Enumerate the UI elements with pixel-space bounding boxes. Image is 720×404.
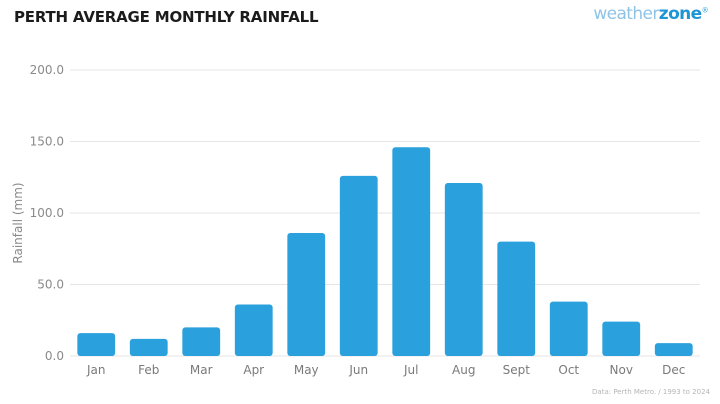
x-tick-label: Dec [662, 363, 685, 377]
y-tick-label: 0.0 [45, 349, 64, 363]
y-tick-label: 150.0 [30, 135, 64, 149]
y-tick-label: 100.0 [30, 206, 64, 220]
x-tick-label: Jun [348, 363, 368, 377]
logo-text-light: weather [593, 4, 659, 24]
x-tick-label: May [294, 363, 319, 377]
y-tick-labels: 0.0 50.0 100.0 150.0 200.0 [30, 63, 64, 363]
bar-dec [654, 343, 693, 356]
bar-apr [234, 304, 273, 356]
bar-aug [444, 182, 483, 356]
bar-jan [77, 333, 116, 356]
x-tick-label: Mar [190, 363, 213, 377]
y-tick-label: 50.0 [37, 278, 64, 292]
x-tick-label: Aug [452, 363, 475, 377]
logo-text-bold: zone [658, 4, 702, 24]
chart-title: PERTH AVERAGE MONTHLY RAINFALL [14, 8, 319, 26]
bar-may [287, 233, 326, 356]
bar-jul [392, 147, 431, 356]
x-tick-labels: Jan Feb Mar Apr May Jun Jul Aug Sept Oct Nov Dec [86, 363, 685, 377]
x-tick-label: Jul [403, 363, 418, 377]
bar-mar [182, 327, 221, 356]
y-tick-label: 200.0 [30, 63, 64, 77]
bar-jun [339, 175, 378, 356]
x-tick-label: Nov [610, 363, 633, 377]
x-tick-label: Jan [86, 363, 106, 377]
weatherzone-logo: weatherzone® [593, 4, 708, 24]
grid-layer [70, 69, 700, 357]
x-tick-label: Oct [558, 363, 579, 377]
logo-registered-mark: ® [701, 6, 709, 15]
y-axis-label: Rainfall (mm) [11, 182, 25, 263]
bar-feb [129, 338, 168, 356]
bar-nov [602, 321, 641, 356]
bar-sept [497, 241, 536, 356]
x-tick-label: Feb [138, 363, 159, 377]
data-source-note: Data: Perth Metro. / 1993 to 2024 [592, 388, 710, 396]
x-tick-label: Sept [503, 363, 531, 377]
bars [77, 147, 693, 356]
bar-oct [549, 301, 588, 356]
x-tick-label: Apr [243, 363, 264, 377]
